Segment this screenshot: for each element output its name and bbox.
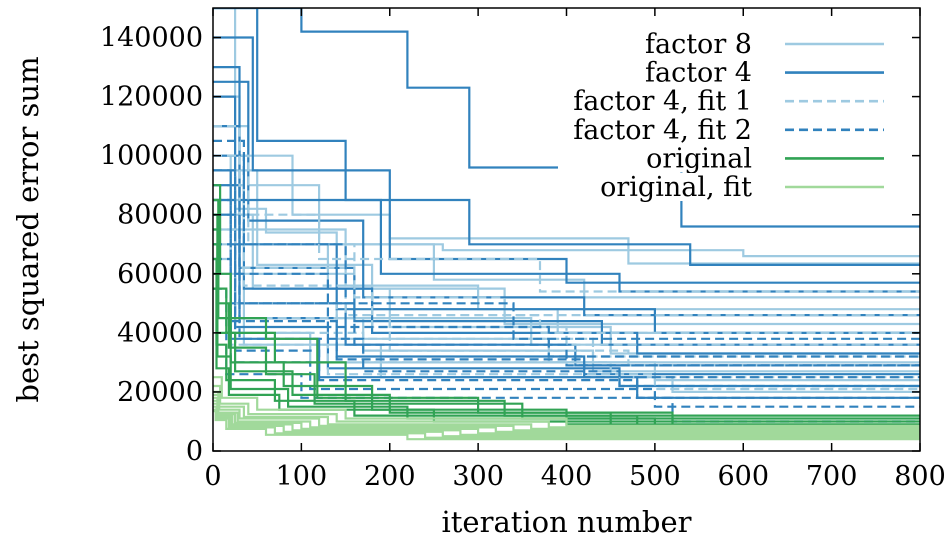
series-line: [213, 125, 920, 293]
series-line: [213, 184, 920, 423]
series-line: [213, 36, 920, 284]
series-line: [213, 95, 920, 334]
series-line: [213, 8, 920, 266]
series-line: [213, 287, 920, 435]
x-tick-label: 300: [452, 461, 504, 492]
series-line: [213, 213, 920, 355]
x-tick-label: 200: [364, 461, 416, 492]
y-tick-label: 120000: [100, 82, 203, 113]
legend-item: original: [558, 143, 910, 174]
x-tick-label: 800: [894, 461, 946, 492]
y-tick-label: 140000: [100, 23, 203, 54]
legend-item: factor 8: [558, 29, 910, 60]
legend-label: factor 8: [645, 29, 752, 60]
series-line: [213, 154, 920, 311]
series-line: [213, 139, 920, 340]
legend-backdrop: [558, 87, 910, 116]
legend-label: factor 4, fit 1: [573, 86, 752, 117]
series-line: [213, 410, 920, 441]
x-tick-label: 100: [276, 461, 328, 492]
legend-item: factor 4, fit 1: [558, 86, 910, 117]
legend-item: factor 4, fit 2: [558, 115, 910, 146]
y-tick-label: 100000: [100, 141, 203, 172]
series-line: [213, 213, 920, 388]
series-line: [213, 154, 920, 317]
y-tick-label: 80000: [117, 200, 203, 231]
legend-label: original: [646, 143, 752, 174]
axis-ticks: 0 100 200 300 400 500 600 700 800 0 20000 40000 6000…: [100, 8, 946, 492]
x-tick-label: 700: [806, 461, 858, 492]
x-tick-label: 0: [204, 461, 221, 492]
legend-item: factor 4: [558, 58, 910, 89]
x-tick-label: 500: [629, 461, 681, 492]
y-tick-label: 40000: [117, 318, 203, 349]
series-layer: [213, 8, 920, 441]
y-axis-label: best squared error sum: [11, 56, 45, 402]
x-axis-label: iteration number: [442, 505, 692, 539]
series-original-fit: [213, 376, 920, 441]
legend-item: original, fit: [558, 172, 910, 203]
y-tick-label: 20000: [117, 377, 203, 408]
series-original: [213, 184, 920, 435]
series-line: [213, 169, 920, 358]
series-line: [213, 66, 920, 293]
series-line: [213, 184, 920, 367]
series-line: [213, 243, 920, 399]
legend-label: factor 4, fit 2: [573, 115, 752, 146]
y-tick-label: 60000: [117, 259, 203, 290]
legend-label: original, fit: [600, 172, 752, 203]
x-tick-label: 400: [541, 461, 593, 492]
y-tick-label: 0: [186, 436, 203, 467]
x-tick-label: 600: [717, 461, 769, 492]
legend-label: factor 4: [645, 58, 752, 89]
series-line: [213, 376, 920, 427]
legend-backdrop: [558, 115, 910, 144]
